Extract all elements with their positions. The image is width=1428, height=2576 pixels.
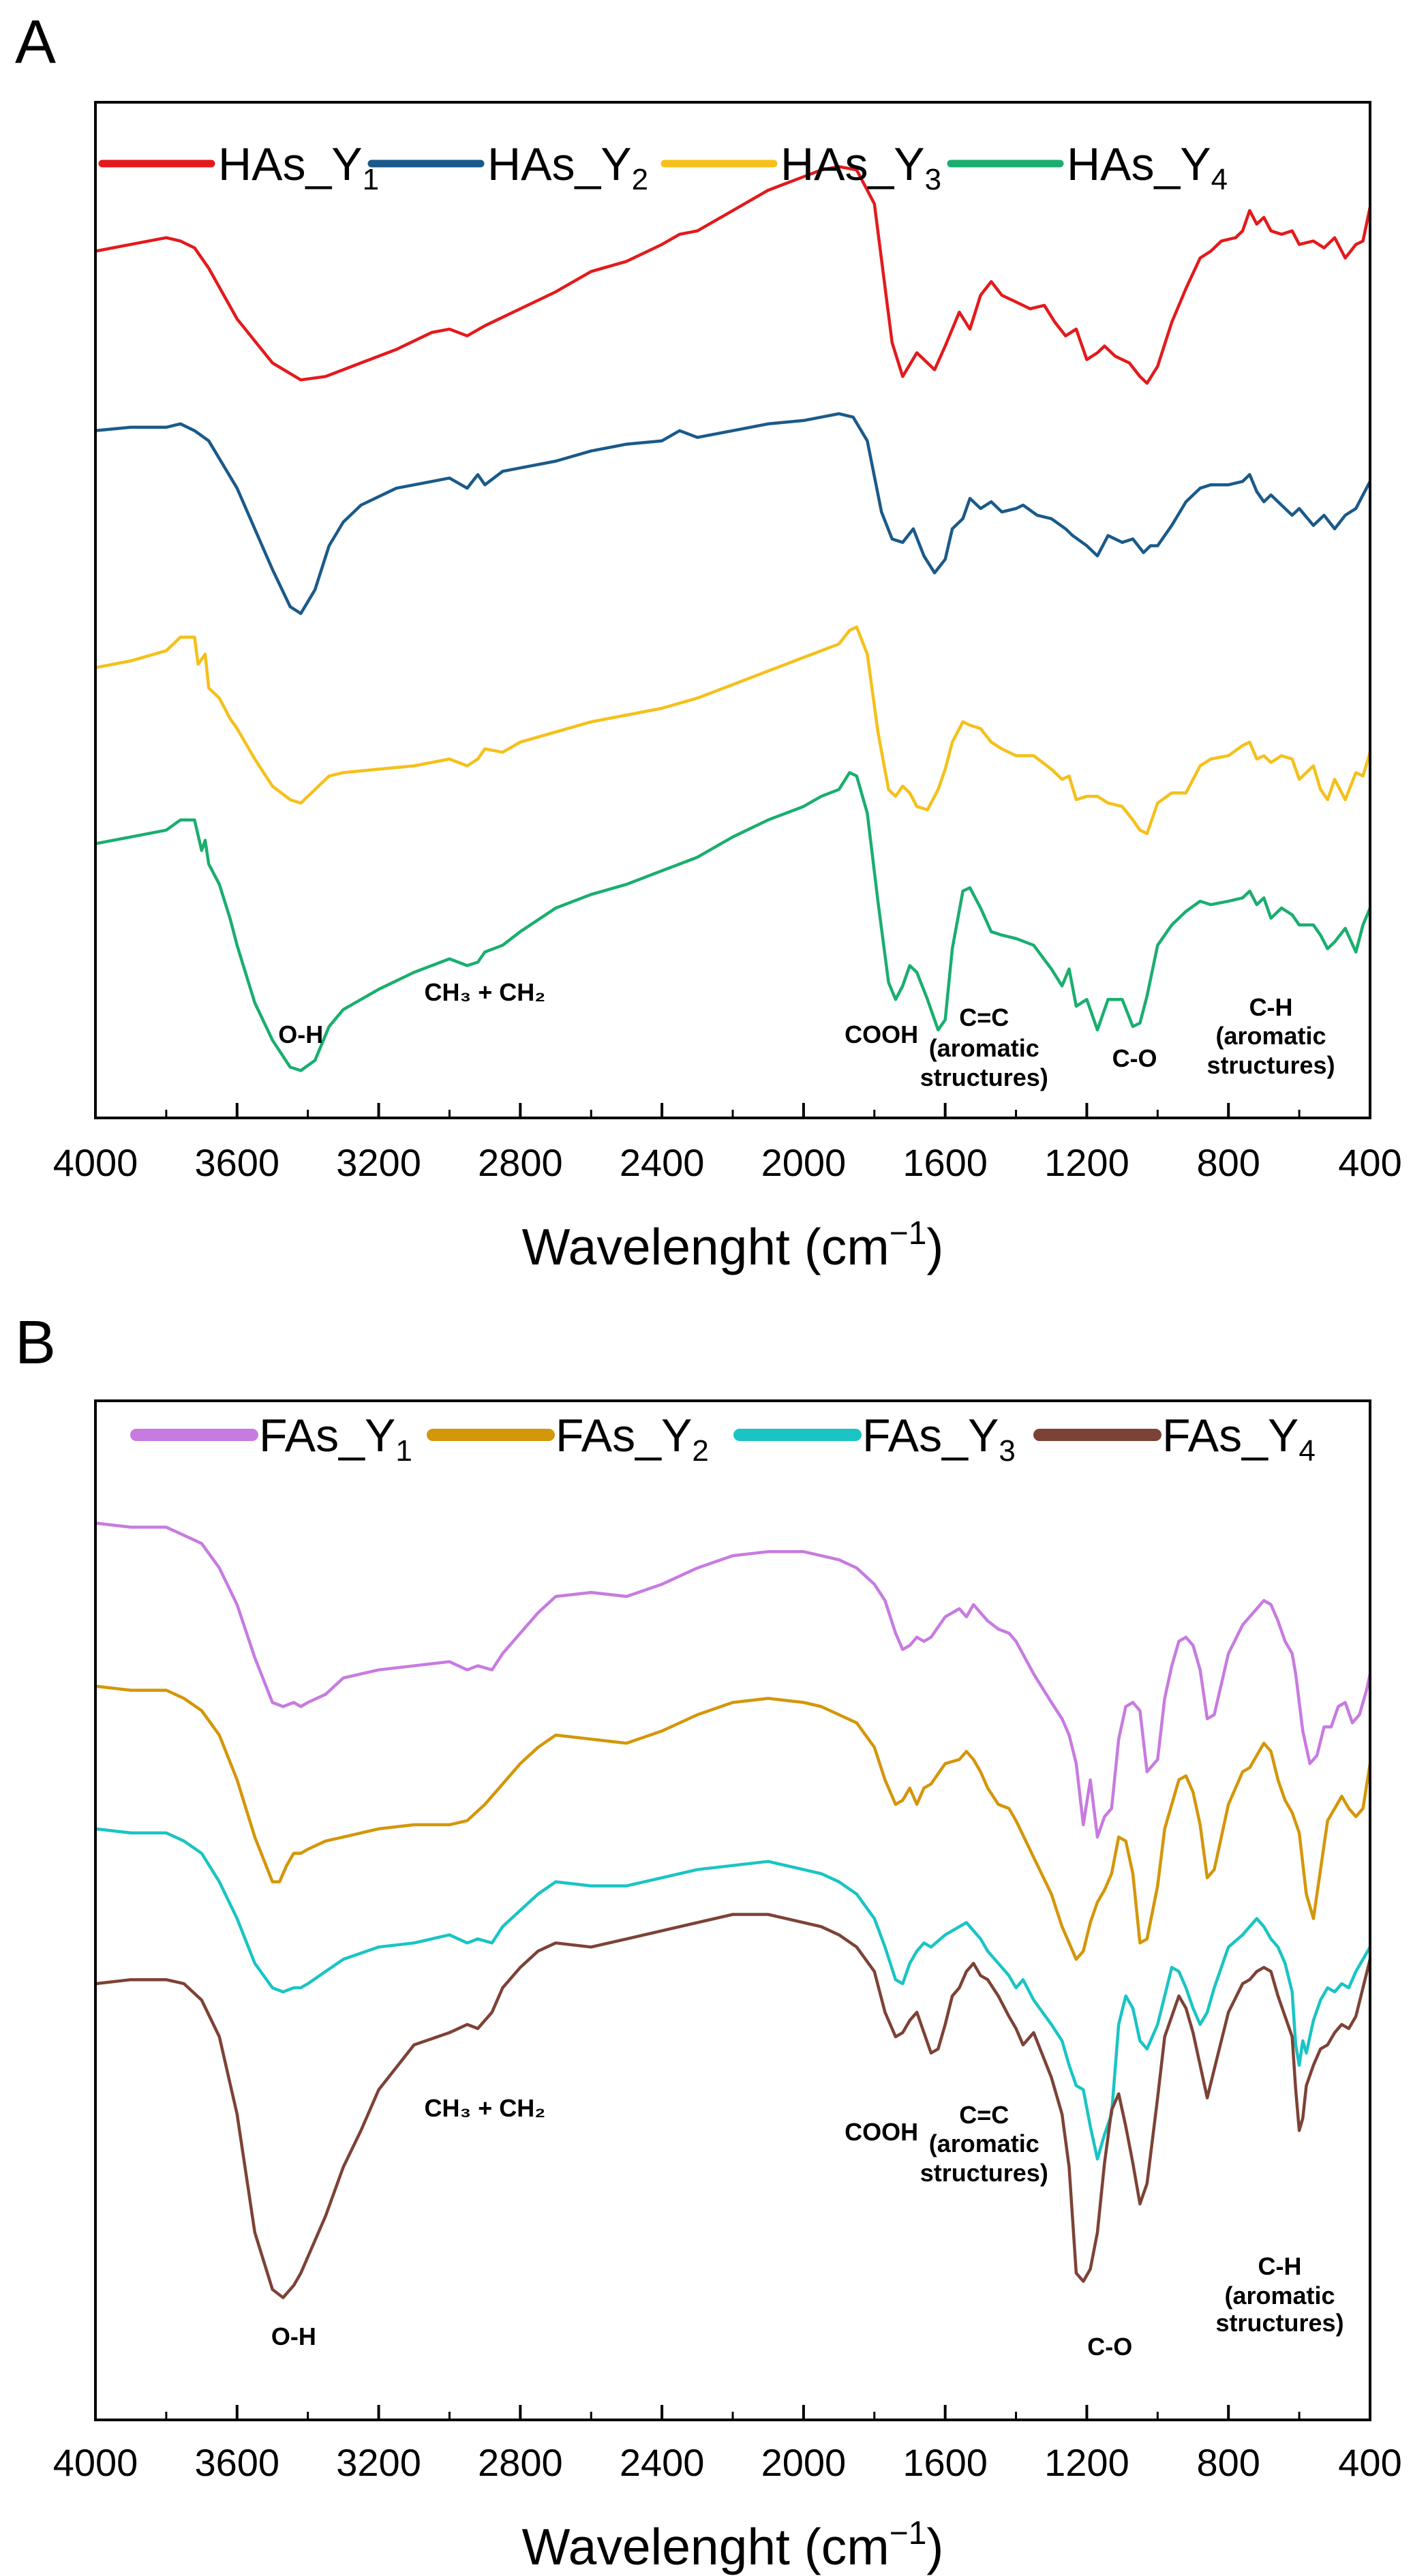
- peak-annotation: C=C: [959, 2101, 1009, 2129]
- x-tick-label: 1200: [1044, 2441, 1129, 2484]
- peak-annotation: O-H: [271, 2322, 316, 2350]
- x-tick-label: 2800: [478, 2441, 563, 2484]
- legend-label: FAs_Y4: [1162, 1410, 1316, 1468]
- peak-annotation: C=C: [959, 1003, 1009, 1031]
- x-tick-label: 1600: [902, 2441, 988, 2484]
- x-tick-label: 400: [1338, 2441, 1401, 2484]
- peak-annotation: CH₃ + CH₂: [425, 2094, 546, 2122]
- panel-a-x-axis-label: Wavelenght (cm−1): [522, 1215, 944, 1275]
- series-line-1: [95, 165, 1372, 385]
- peak-annotation: (aromatic: [929, 2130, 1039, 2157]
- legend-label: FAs_Y1: [259, 1410, 412, 1468]
- peak-annotation: COOH: [845, 1020, 918, 1048]
- peak-annotation: structures): [1207, 1051, 1335, 1079]
- legend-label: HAs_Y4: [1067, 138, 1228, 196]
- panel-b-chart: B 4000 3600 3200 2800 2400 2000 1600 1200 800 400…: [15, 1309, 1402, 2575]
- x-tick-label: 4000: [53, 1141, 138, 1184]
- legend-label: HAs_Y2: [487, 138, 648, 196]
- x-tick-label: 2400: [620, 2441, 705, 2484]
- x-tick-label: 3600: [194, 1141, 279, 1184]
- x-tick-label: 2400: [620, 1141, 705, 1184]
- x-tick-label: 400: [1338, 1141, 1401, 1184]
- x-tick-label: 800: [1197, 2441, 1260, 2484]
- x-tick-label: 1600: [902, 1141, 988, 1184]
- panel-b-plot-frame: [94, 1399, 1371, 2421]
- peak-annotation: CH₃ + CH₂: [425, 978, 546, 1006]
- panel-b-series: [95, 1521, 1372, 2299]
- series-line-4: [95, 1913, 1372, 2299]
- peak-annotation: O-H: [278, 1020, 323, 1048]
- x-tick-label: 2000: [761, 2441, 847, 2484]
- series-line-2: [95, 1684, 1372, 1961]
- panel-a-series: [95, 165, 1372, 1072]
- panel-a-chart: A 4000 3600 3200 2800 2400 2000 1600 1200 800 400…: [15, 8, 1402, 1275]
- x-tick-label: 4000: [53, 2441, 138, 2484]
- x-tick-label: 1200: [1044, 1141, 1129, 1184]
- peak-annotation: structures): [920, 1063, 1048, 1091]
- peak-annotation: structures): [1216, 2309, 1344, 2337]
- peak-annotation: (aromatic: [1225, 2282, 1335, 2309]
- panel-label-b: B: [15, 1309, 56, 1377]
- series-line-2: [95, 412, 1371, 616]
- x-tick-label: 800: [1197, 1141, 1260, 1184]
- panel-a-plot-frame: [94, 101, 1371, 1119]
- peak-annotation: (aromatic: [929, 1034, 1039, 1062]
- peak-annotation: COOH: [845, 2118, 918, 2146]
- series-line-4: [95, 771, 1372, 1072]
- x-tick-label: 3600: [194, 2441, 279, 2484]
- legend-label: FAs_Y3: [862, 1410, 1016, 1468]
- peak-annotation: C-H: [1258, 2252, 1302, 2280]
- panel-b-legend: FAs_Y1 FAs_Y2 FAs_Y3 FAs_Y4: [130, 1410, 1316, 1468]
- panel-b-ticks: 4000 3600 3200 2800 2400 2000 1600 1200 800 400: [53, 2405, 1402, 2484]
- peak-annotation: structures): [920, 2159, 1048, 2187]
- legend-label: HAs_Y1: [218, 138, 379, 196]
- peak-annotation: C-O: [1087, 2333, 1132, 2361]
- legend-label: FAs_Y2: [556, 1410, 709, 1468]
- panel-a-ticks: 4000 3600 3200 2800 2400 2000 1600 1200 800 400: [53, 1103, 1402, 1184]
- panel-a-legend: HAs_Y1 HAs_Y2 HAs_Y3 HAs_Y4: [98, 138, 1228, 196]
- x-tick-label: 3200: [336, 2441, 421, 2484]
- panel-b-x-axis-label: Wavelenght (cm−1): [522, 2515, 944, 2575]
- x-tick-label: 2800: [478, 1141, 563, 1184]
- panel-label-a: A: [15, 8, 56, 76]
- peak-annotation: C-O: [1112, 1044, 1157, 1072]
- x-tick-label: 2000: [761, 1141, 847, 1184]
- x-tick-label: 3200: [336, 1141, 421, 1184]
- legend-label: HAs_Y3: [780, 138, 941, 196]
- series-line-3: [95, 1827, 1371, 2161]
- peak-annotation: C-H: [1249, 993, 1293, 1021]
- series-line-3: [95, 625, 1372, 836]
- series-line-1: [95, 1521, 1372, 1839]
- peak-annotation: (aromatic: [1216, 1022, 1326, 1050]
